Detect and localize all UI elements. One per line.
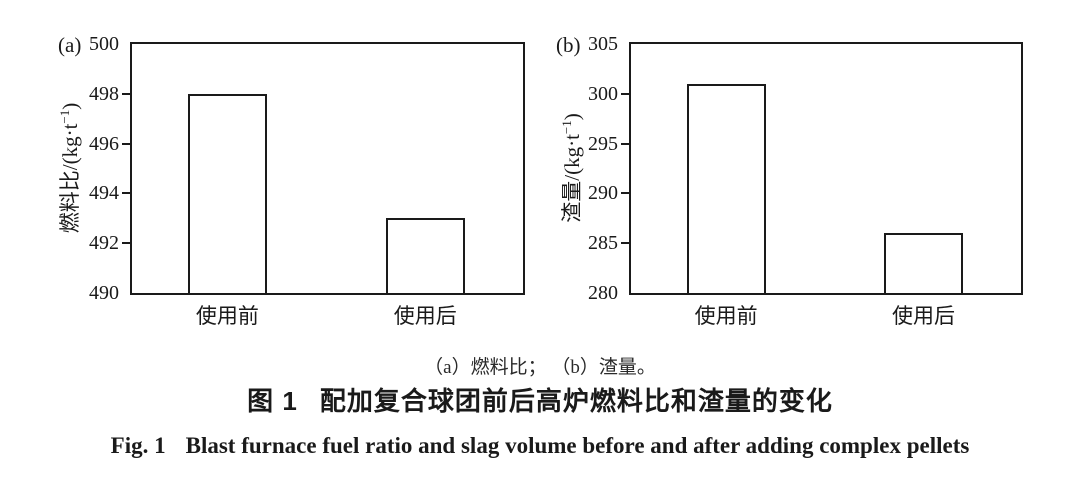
bar-b-1 [686, 83, 766, 293]
y-tick-label-b: 280 [588, 282, 618, 304]
y-tick-mark-b [621, 192, 629, 195]
y-axis-title-a: 燃料比/(kg·t−1) [56, 18, 84, 318]
caption-en: Fig. 1 Blast furnace fuel ratio and slag … [0, 430, 1080, 462]
y-tick-label-b: 290 [588, 182, 618, 205]
y-tick-mark-a [122, 142, 130, 145]
y-tick-mark-a [122, 192, 130, 195]
y-axis-title-b: 渣量/(kg·t−1) [558, 18, 586, 318]
y-tick-mark-a [122, 242, 130, 245]
bar-a-2 [385, 218, 465, 293]
y-tick-label-a: 492 [89, 232, 119, 255]
panel-label-b: (b) [556, 33, 581, 57]
y-tick-label-b: 295 [588, 132, 618, 155]
y-axis-title-b-unit-close: ) [560, 113, 584, 121]
x-category-label-b-1: 使用前 [694, 304, 758, 328]
y-tick-mark-b [621, 142, 629, 145]
y-tick-mark-b [621, 92, 629, 95]
caption-en-figure-number: Fig. 1 [110, 433, 166, 458]
caption-zh-title: 配加复合球团前后高炉燃料比和渣量的变化 [319, 386, 833, 416]
y-tick-label-a: 496 [89, 132, 119, 155]
y-tick-label-a: 498 [89, 82, 119, 105]
bar-b-2 [884, 233, 963, 293]
y-tick-label-b: 285 [588, 232, 618, 255]
y-tick-label-b: 300 [588, 82, 618, 105]
x-category-label-a-1: 使用前 [195, 304, 259, 328]
x-category-label-b-2: 使用后 [892, 304, 955, 328]
y-tick-mark-a [122, 92, 130, 95]
caption-zh: 图 1 配加复合球团前后高炉燃料比和渣量的变化 [0, 385, 1080, 417]
y-tick-mark-b [621, 242, 629, 245]
y-axis-title-a-superscript: −1 [57, 109, 72, 124]
caption-zh-figure-number: 图 1 [247, 386, 298, 416]
caption-en-title: Blast furnace fuel ratio and slag volume… [185, 433, 970, 458]
subcaption: （a）燃料比； （b）渣量。 [424, 357, 656, 378]
bar-a-1 [187, 93, 267, 293]
y-tick-label-b: 305 [588, 33, 618, 55]
y-tick-label-a: 500 [89, 33, 119, 55]
panel-label-a: (a) [58, 33, 82, 57]
y-tick-label-a: 494 [89, 182, 119, 205]
x-category-label-a-2: 使用后 [393, 304, 457, 328]
y-tick-label-a: 490 [89, 282, 119, 304]
